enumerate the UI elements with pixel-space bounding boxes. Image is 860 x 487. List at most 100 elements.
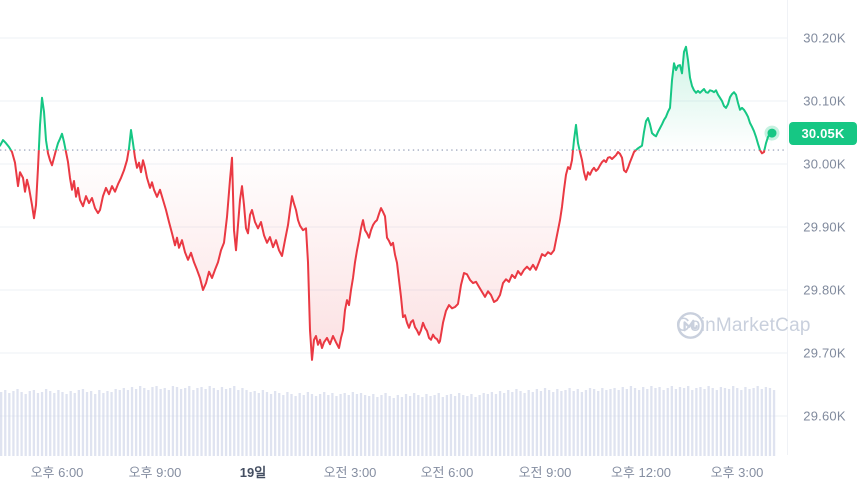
volume-bar[interactable] [298, 393, 301, 456]
volume-bar[interactable] [265, 392, 269, 456]
volume-bar[interactable] [94, 394, 97, 456]
volume-bar[interactable] [4, 390, 7, 456]
volume-bar[interactable] [588, 388, 592, 456]
volume-bar[interactable] [617, 390, 620, 456]
volume-bar[interactable] [24, 394, 27, 456]
volume-bar[interactable] [273, 391, 277, 456]
volume-bar[interactable] [674, 389, 678, 456]
volume-bar[interactable] [204, 389, 207, 456]
volume-bar[interactable] [126, 390, 130, 456]
volume-bar[interactable] [40, 392, 44, 456]
volume-bar[interactable] [642, 387, 645, 456]
volume-bar[interactable] [727, 389, 731, 456]
volume-bar[interactable] [539, 391, 543, 456]
volume-bar[interactable] [703, 389, 706, 456]
volume-bar[interactable] [503, 393, 506, 456]
volume-bar[interactable] [331, 393, 334, 456]
volume-bar[interactable] [208, 386, 211, 456]
volume-bar[interactable] [28, 391, 31, 456]
volume-bar[interactable] [511, 392, 514, 456]
volume-bar[interactable] [732, 386, 735, 456]
volume-bar[interactable] [458, 393, 461, 456]
volume-bar[interactable] [44, 389, 48, 456]
volume-bar[interactable] [339, 394, 342, 456]
volume-bar[interactable] [576, 389, 579, 456]
volume-bar[interactable] [470, 394, 473, 456]
volume-bar[interactable] [359, 393, 363, 456]
volume-bar[interactable] [261, 390, 265, 456]
volume-bar[interactable] [253, 391, 256, 456]
volume-bar[interactable] [302, 395, 305, 456]
volume-bar[interactable] [756, 386, 759, 456]
volume-bar[interactable] [372, 394, 375, 456]
volume-bar[interactable] [482, 393, 485, 456]
volume-bar[interactable] [110, 392, 113, 456]
volume-bar[interactable] [77, 390, 80, 456]
volume-bar[interactable] [269, 394, 273, 456]
volume-bar[interactable] [188, 386, 191, 456]
volume-bar[interactable] [646, 389, 649, 456]
volume-bar[interactable] [184, 388, 187, 456]
volume-bar[interactable] [507, 390, 510, 456]
volume-bar[interactable] [695, 388, 698, 456]
volume-bar[interactable] [621, 387, 624, 456]
volume-bar[interactable] [678, 387, 682, 456]
volume-bar[interactable] [114, 389, 117, 456]
volume-bar[interactable] [613, 388, 616, 456]
volume-bar[interactable] [531, 392, 534, 456]
volume-bar[interactable] [523, 393, 526, 456]
volume-bar[interactable] [16, 389, 19, 456]
volume-bar[interactable] [572, 391, 575, 456]
volume-bar[interactable] [351, 392, 354, 456]
volume-bar[interactable] [122, 388, 125, 456]
volume-bar[interactable] [245, 390, 248, 456]
volume-bar[interactable] [286, 392, 289, 456]
volume-bar[interactable] [691, 390, 694, 456]
volume-bar[interactable] [89, 391, 93, 456]
volume-bar[interactable] [388, 396, 391, 456]
volume-bar[interactable] [151, 387, 154, 456]
volume-bar[interactable] [699, 387, 702, 456]
volume-bar[interactable] [224, 389, 228, 456]
volume-bar[interactable] [233, 386, 236, 456]
volume-bar[interactable] [449, 394, 453, 456]
volume-bar[interactable] [568, 388, 571, 456]
volume-bar[interactable] [392, 398, 395, 456]
volume-bar[interactable] [310, 394, 314, 456]
volume-bar[interactable] [147, 390, 150, 456]
volume-bar[interactable] [53, 393, 56, 456]
volume-bar[interactable] [106, 391, 109, 456]
volume-bar[interactable] [752, 388, 755, 456]
volume-bar[interactable] [294, 396, 297, 456]
volume-bar[interactable] [143, 388, 146, 456]
volume-bar[interactable] [257, 393, 260, 456]
volume-bar[interactable] [163, 388, 166, 456]
volume-bar[interactable] [764, 387, 768, 456]
volume-bar[interactable] [748, 389, 751, 456]
volume-bar[interactable] [20, 392, 23, 456]
volume-bar[interactable] [547, 390, 551, 456]
volume-bar[interactable] [605, 390, 608, 456]
volume-bar[interactable] [445, 395, 449, 456]
volume-bar[interactable] [192, 390, 195, 456]
volume-bar[interactable] [421, 397, 424, 456]
volume-bar[interactable] [380, 395, 383, 456]
volume-bar[interactable] [400, 397, 404, 456]
volume-bar[interactable] [102, 393, 105, 456]
volume-bar[interactable] [637, 390, 641, 456]
volume-bars[interactable] [0, 386, 776, 456]
volume-bar[interactable] [314, 396, 318, 456]
volume-bar[interactable] [318, 394, 322, 456]
volume-bar[interactable] [65, 394, 68, 456]
volume-bar[interactable] [519, 391, 522, 456]
volume-bar[interactable] [687, 386, 690, 456]
volume-bar[interactable] [212, 388, 215, 456]
volume-bar[interactable] [723, 388, 727, 456]
volume-bar[interactable] [466, 396, 469, 456]
volume-bar[interactable] [429, 396, 432, 456]
volume-bar[interactable] [155, 386, 158, 456]
volume-bar[interactable] [12, 391, 15, 456]
volume-bar[interactable] [498, 391, 502, 456]
volume-bar[interactable] [768, 388, 772, 456]
volume-bar[interactable] [433, 395, 436, 456]
